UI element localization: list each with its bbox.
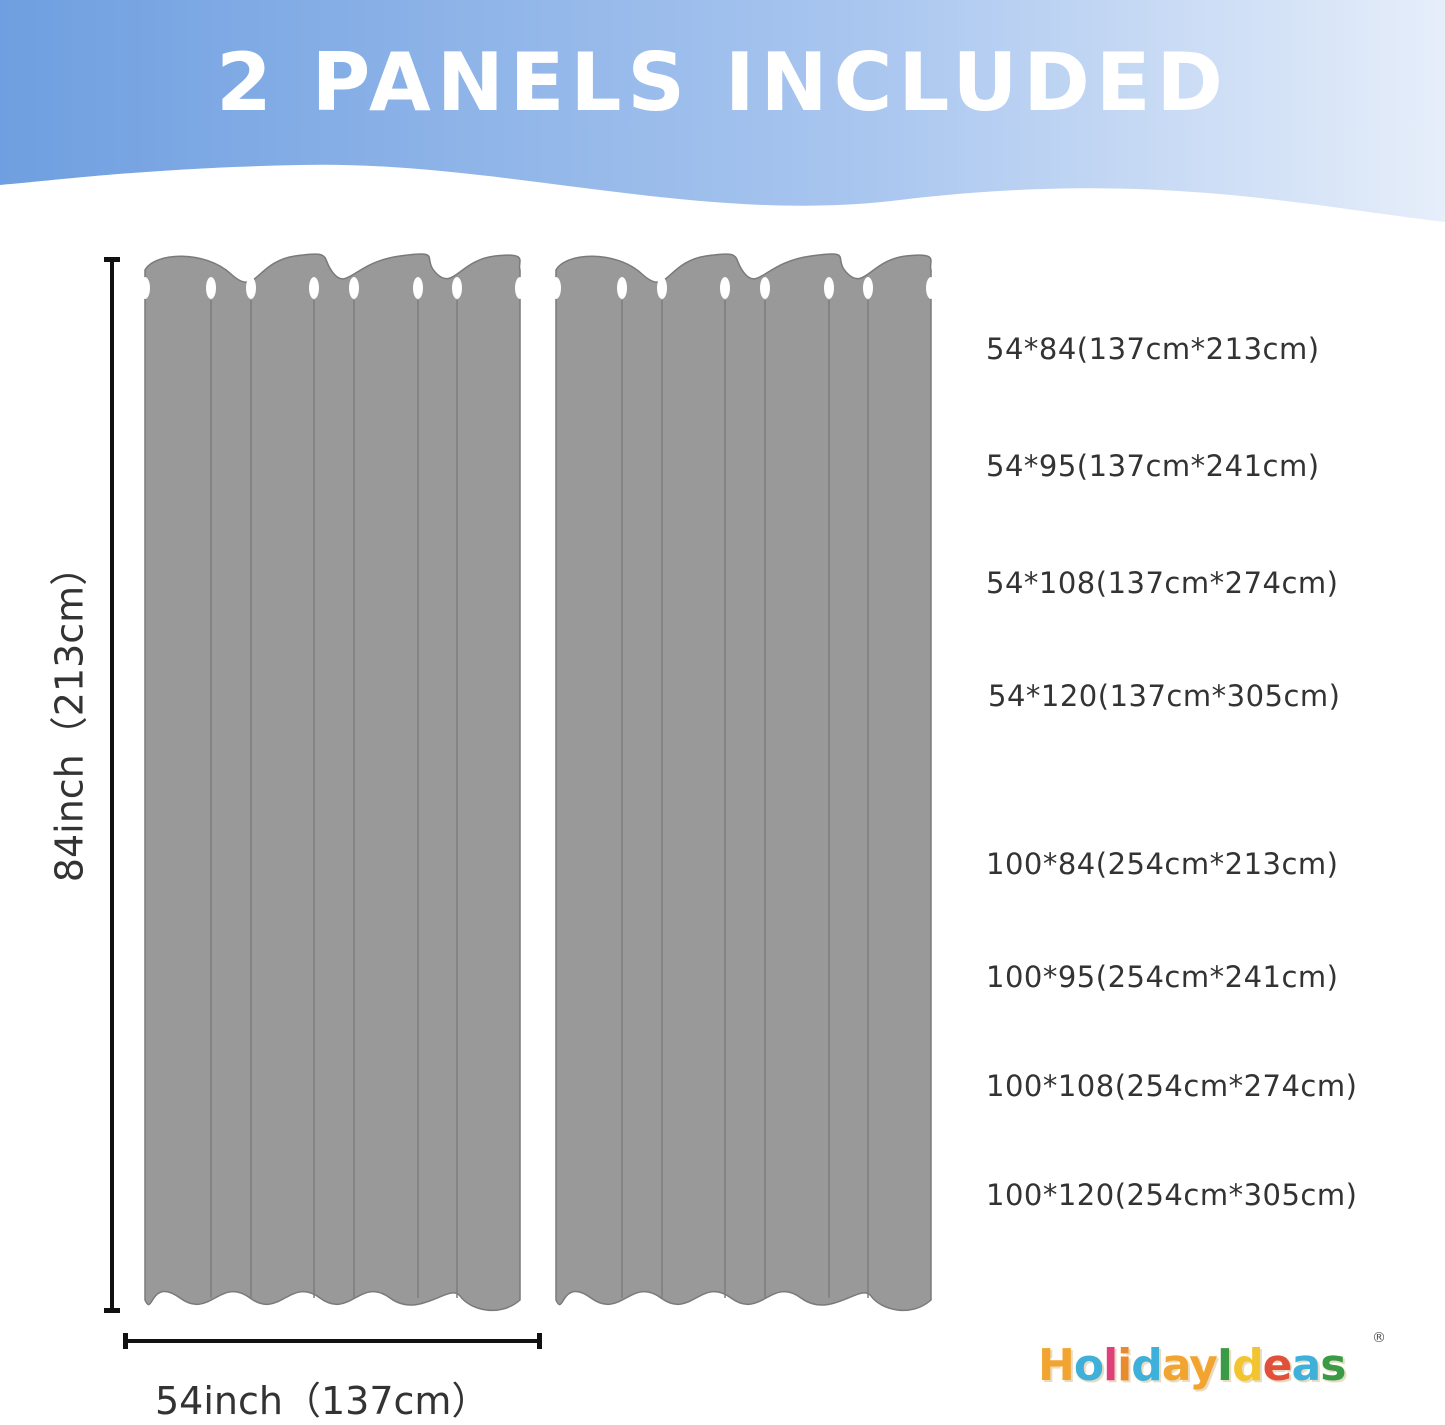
grommet-icon xyxy=(551,277,561,299)
size-option: 54*108(137cm*274cm) xyxy=(986,566,1339,600)
logo-letter: d xyxy=(1131,1340,1162,1391)
grommet-icon xyxy=(413,277,423,299)
logo-letter: a xyxy=(1161,1340,1190,1391)
grommet-icon xyxy=(452,277,462,299)
grommet-icon xyxy=(246,277,256,299)
logo-letter: I xyxy=(1216,1340,1233,1391)
logo-letter: e xyxy=(1262,1340,1293,1391)
header-banner xyxy=(0,0,1445,222)
size-option: 100*108(254cm*274cm) xyxy=(986,1069,1358,1103)
brand-logo: HolidayIdeas xyxy=(1038,1340,1346,1391)
curtain-panels xyxy=(140,253,936,1312)
grommet-icon xyxy=(140,277,150,299)
page-title: 2 PANELS INCLUDED xyxy=(216,36,1229,129)
logo-letter: y xyxy=(1189,1340,1218,1391)
size-option: 100*120(254cm*305cm) xyxy=(986,1178,1358,1212)
logo-letter: l xyxy=(1103,1340,1118,1391)
height-dimension-bar xyxy=(104,257,120,1313)
curtain-fabric xyxy=(555,253,932,1312)
curtain-panel xyxy=(551,253,936,1312)
logo-letter: o xyxy=(1073,1340,1104,1391)
grommet-icon xyxy=(657,277,667,299)
size-option: 54*120(137cm*305cm) xyxy=(988,679,1341,713)
logo-letter: s xyxy=(1320,1340,1346,1391)
grommet-icon xyxy=(926,277,936,299)
size-option: 54*95(137cm*241cm) xyxy=(986,449,1320,483)
size-option: 100*84(254cm*213cm) xyxy=(986,847,1339,881)
grommet-icon xyxy=(309,277,319,299)
height-label: 84inch（213cm） xyxy=(47,547,92,883)
grommet-icon xyxy=(760,277,770,299)
grommet-icon xyxy=(824,277,834,299)
curtain-fabric xyxy=(144,253,521,1312)
grommet-icon xyxy=(617,277,627,299)
logo-letter: d xyxy=(1232,1340,1263,1391)
size-option: 100*95(254cm*241cm) xyxy=(986,960,1339,994)
width-label: 54inch（137cm） xyxy=(155,1379,490,1423)
logo-letter: a xyxy=(1291,1340,1322,1391)
grommet-icon xyxy=(515,277,525,299)
logo-letter: H xyxy=(1038,1340,1075,1391)
logo-letter: i xyxy=(1117,1340,1132,1391)
width-dimension-bar xyxy=(123,1333,542,1349)
size-option: 54*84(137cm*213cm) xyxy=(986,332,1320,366)
grommet-icon xyxy=(349,277,359,299)
grommet-icon xyxy=(206,277,216,299)
curtain-panel xyxy=(140,253,525,1312)
grommet-icon xyxy=(720,277,730,299)
grommet-icon xyxy=(863,277,873,299)
registered-mark: ® xyxy=(1372,1330,1386,1346)
